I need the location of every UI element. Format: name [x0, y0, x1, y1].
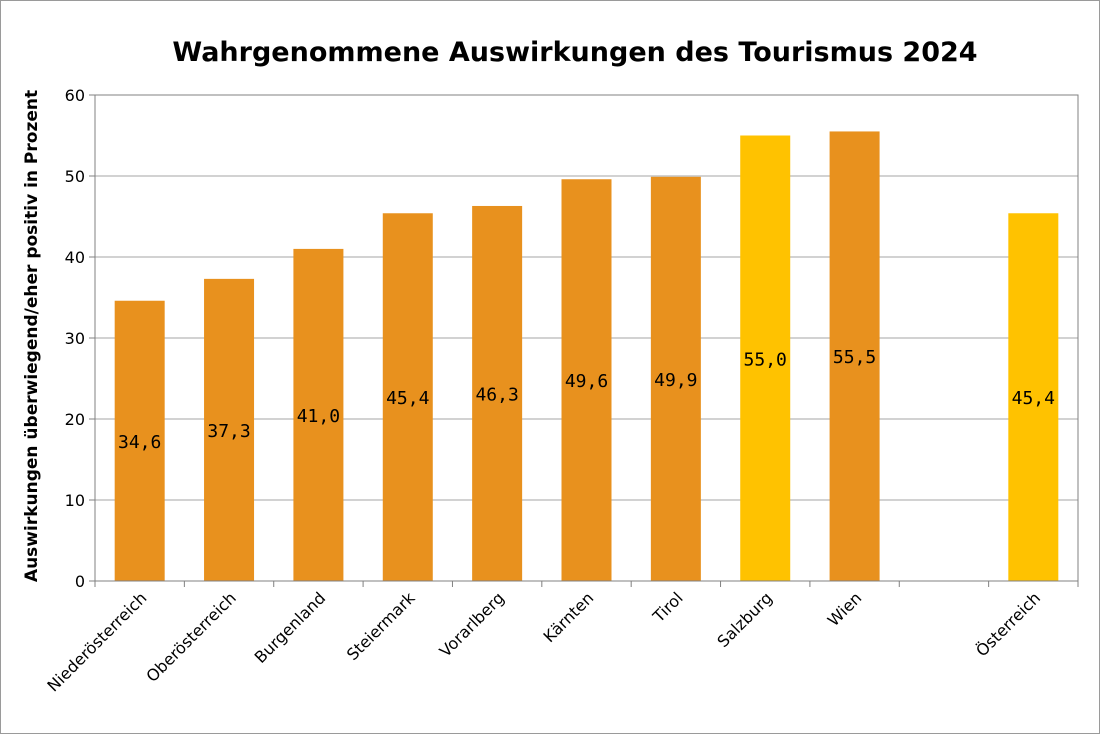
bar	[114, 300, 165, 581]
x-tick-label: Wien	[824, 588, 866, 630]
x-tick-label: Salzburg	[713, 588, 776, 651]
x-tick-label: Niederösterreich	[43, 588, 150, 695]
y-tick-label: 60	[65, 86, 85, 105]
y-tick-label: 20	[65, 410, 85, 429]
bar	[650, 176, 701, 581]
x-tick-label: Oberösterreich	[142, 588, 239, 685]
x-tick-label: Österreich	[972, 588, 1044, 660]
data-labels: 34,6 37,3 41,0 45,4 46,3 49,6 49,9 55,0 55,5 45,4	[118, 347, 1055, 453]
bar	[382, 213, 433, 581]
data-label: 34,6	[118, 432, 161, 453]
y-tick-label: 0	[75, 572, 85, 591]
bar	[204, 278, 255, 581]
y-axis-label: Auswirkungen überwiegend/eher positiv in…	[22, 90, 42, 582]
bar	[293, 248, 344, 581]
x-tick-label: Tirol	[648, 588, 686, 626]
axes	[89, 94, 1079, 587]
x-tick-label: Kärnten	[540, 588, 598, 646]
bar	[829, 131, 880, 581]
bars	[114, 131, 1059, 582]
data-label: 55,0	[744, 349, 787, 370]
data-label: 37,3	[207, 421, 250, 442]
data-label: 55,5	[833, 347, 876, 368]
bar	[740, 135, 791, 581]
data-label: 45,4	[386, 388, 429, 409]
x-tick-label: Burgenland	[251, 588, 330, 667]
data-label: 45,4	[1012, 388, 1055, 409]
bar	[1008, 213, 1059, 581]
bar	[561, 179, 612, 582]
chart-title: Wahrgenommene Auswirkungen des Tourismus…	[172, 37, 977, 68]
y-tick-label: 10	[65, 491, 85, 510]
data-label: 46,3	[475, 384, 518, 405]
data-label: 49,9	[654, 370, 697, 391]
x-tick-label: Steiermark	[343, 588, 419, 664]
y-tick-labels: 0 10 20 30 40 50 60	[65, 86, 85, 591]
x-tick-label: Vorarlberg	[436, 588, 508, 660]
y-tick-label: 40	[65, 248, 85, 267]
bar	[472, 205, 523, 581]
data-label: 41,0	[297, 406, 340, 427]
data-label: 49,6	[565, 371, 608, 392]
plot-area-border	[94, 94, 1079, 582]
y-tick-label: 30	[65, 329, 85, 348]
y-tick-label: 50	[65, 167, 85, 186]
